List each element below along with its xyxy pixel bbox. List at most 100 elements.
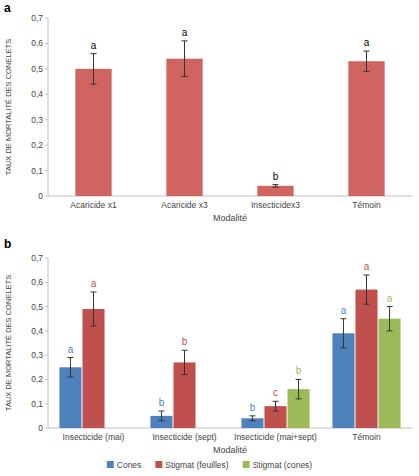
error-bar-stem xyxy=(93,54,94,85)
significance-letter: b xyxy=(250,402,256,413)
bar xyxy=(332,333,354,428)
x-tick-label: Insecticide (sept) xyxy=(152,432,216,442)
error-bar-stem xyxy=(366,275,367,304)
error-bar-cap xyxy=(158,420,164,421)
error-bar-stem xyxy=(275,401,276,411)
y-tick-label: 0,3 xyxy=(31,350,43,360)
error-bar xyxy=(67,358,73,377)
error-bar-stem xyxy=(184,350,185,374)
bar xyxy=(355,290,377,428)
legend-swatch xyxy=(243,461,250,468)
error-bar-cap xyxy=(182,40,188,41)
bar xyxy=(348,61,384,196)
error-bar-cap xyxy=(273,187,279,188)
y-tick-label: 0,4 xyxy=(31,326,43,336)
bar xyxy=(75,69,111,196)
error-bar-cap xyxy=(91,84,97,85)
error-bar xyxy=(249,416,255,421)
significance-letter: b xyxy=(273,171,279,182)
error-bar xyxy=(158,411,164,421)
y-tick-label: 0,6 xyxy=(31,277,43,287)
significance-letter: a xyxy=(387,293,393,304)
error-bar xyxy=(364,275,370,304)
error-bar-cap xyxy=(273,184,279,185)
x-axis-title: Modalité xyxy=(213,213,247,223)
significance-letter: a xyxy=(182,27,188,38)
error-bar xyxy=(273,185,279,188)
y-tick-label: 0,4 xyxy=(31,89,43,99)
x-tick-label: Insecticide (mai+sept) xyxy=(234,432,317,442)
error-bar-cap xyxy=(91,326,97,327)
panel-label: b xyxy=(4,237,11,251)
x-tick-label: Témoin xyxy=(352,200,381,210)
x-tick-label: Insecticide (mai) xyxy=(63,432,125,442)
error-bar-cap xyxy=(182,350,188,351)
error-bar-cap xyxy=(273,401,279,402)
marks xyxy=(75,41,384,196)
bar xyxy=(379,319,401,428)
significance-letter: a xyxy=(91,40,97,51)
x-tick-label: Insecticidex3 xyxy=(251,200,300,210)
panel: aTAUX DE MORTALITÉ DES CONELETS00,10,20,… xyxy=(4,1,412,223)
significance-letter: a xyxy=(364,37,370,48)
error-bar-cap xyxy=(158,411,164,412)
significance-letter: a xyxy=(91,278,97,289)
legend-swatch xyxy=(107,461,114,468)
error-bar xyxy=(182,350,188,374)
marks xyxy=(59,275,400,428)
significance-letter: a xyxy=(364,261,370,272)
x-tick-label: Acaricide x1 xyxy=(70,200,117,210)
error-bar-stem xyxy=(252,416,253,421)
error-bar xyxy=(91,54,97,85)
y-tick-label: 0,2 xyxy=(31,374,43,384)
legend: Cones Stigmat (feuilles) Stigmat (cones) xyxy=(107,460,313,470)
x-axis-title: Modalité xyxy=(213,445,247,455)
error-bar-cap xyxy=(182,374,188,375)
error-bar xyxy=(296,379,302,398)
y-axis-line xyxy=(48,18,49,196)
error-bar-cap xyxy=(364,275,370,276)
y-tick-label: 0,6 xyxy=(31,38,43,48)
y-axis-title: TAUX DE MORTALITÉ DES CONELETS xyxy=(4,275,13,411)
error-bar-stem xyxy=(343,319,344,348)
y-tick-label: 0,1 xyxy=(31,399,43,409)
error-bar-stem xyxy=(70,358,71,377)
error-bar-cap xyxy=(91,53,97,54)
legend-label: Cones xyxy=(117,460,142,470)
y-tick-label: 0 xyxy=(38,423,43,433)
error-bar xyxy=(273,401,279,411)
significance-letter: a xyxy=(341,305,347,316)
y-axis-line xyxy=(48,258,49,428)
error-bar-cap xyxy=(182,76,188,77)
error-bar-cap xyxy=(387,330,393,331)
error-bar xyxy=(340,319,346,348)
legend-label: Stigmat (cones) xyxy=(253,460,313,470)
error-bar-cap xyxy=(249,420,255,421)
legend-label: Stigmat (feuilles) xyxy=(165,460,228,470)
error-bar-cap xyxy=(67,377,73,378)
error-bar-cap xyxy=(273,411,279,412)
x-tick-label: Témoin xyxy=(352,432,381,442)
y-tick-label: 0,2 xyxy=(31,140,43,150)
error-bar-cap xyxy=(296,379,302,380)
bar xyxy=(166,59,202,196)
annotations: a a b a xyxy=(91,27,370,182)
error-bar xyxy=(387,307,393,331)
annotations: abbaabcaba xyxy=(68,261,393,413)
error-bar-cap xyxy=(364,71,370,72)
error-bar-cap xyxy=(91,292,97,293)
error-bar-stem xyxy=(298,379,299,398)
error-bar-cap xyxy=(340,318,346,319)
error-bar-cap xyxy=(387,306,393,307)
significance-letter: b xyxy=(182,336,188,347)
error-bar-stem xyxy=(93,292,94,326)
y-tick-label: 0,5 xyxy=(31,302,43,312)
panel: b TAUX DE MORTALITÉ DES CONELETS 0 0,1 0,2 0,… xyxy=(4,237,412,470)
significance-letter: b xyxy=(159,397,165,408)
x-tick-label: Acaricide x3 xyxy=(161,200,208,210)
y-tick-label: 0,1 xyxy=(31,166,43,176)
y-tick-label: 0,7 xyxy=(31,13,43,23)
figure: a TAUX DE MORTALITÉ DES CONELETS 0 0,1 0,2 0,… xyxy=(0,0,419,476)
error-bar xyxy=(182,41,188,77)
panel-label: a xyxy=(4,1,11,15)
